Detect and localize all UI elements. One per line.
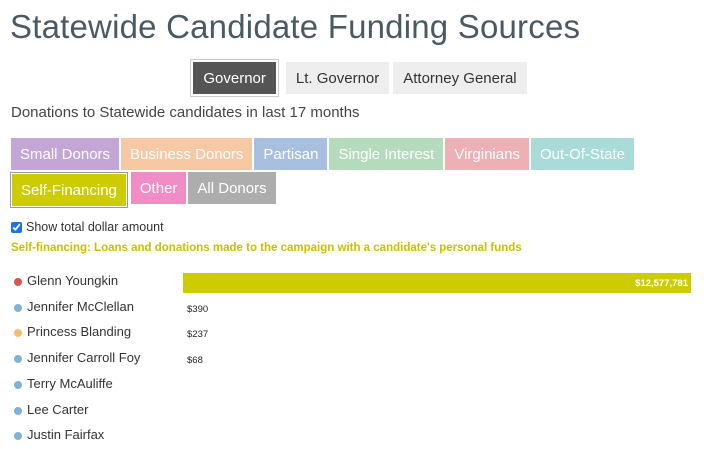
party-dot-icon [14,303,22,312]
value-label: $390 [187,303,209,315]
filter-single-interest[interactable]: Single Interest [329,138,444,170]
party-dot-icon [14,355,22,364]
candidate-name: Glenn Youngkin [27,273,119,288]
filter-out-of-state[interactable]: Out-Of-State [530,138,634,170]
candidate-name: Terry McAuliffe [27,375,113,391]
party-dot-icon [14,406,22,415]
filter-small-donors[interactable]: Small Donors [11,138,120,170]
chart-row: Jennifer McClellan $390 [0,296,720,321]
filter-self-financing[interactable]: Self-Financing [10,172,128,208]
filter-virginians[interactable]: Virginians [445,138,529,170]
party-dot-icon [14,278,22,286]
chart-row: Jennifer Carroll Foy $68 [0,347,720,372]
filter-business-donors[interactable]: Business Donors [121,138,253,170]
chart-row: Terry McAuliffe [0,373,720,398]
party-dot-icon [14,380,22,389]
show-total-checkbox[interactable] [11,221,22,233]
donor-category-filters: Small Donors Business Donors Partisan Si… [10,138,711,208]
candidate-name: Lee Carter [27,401,89,417]
tab-lt-governor[interactable]: Lt. Governor [285,62,390,94]
office-tabs: Governor Lt. Governor Attorney General [0,59,720,97]
chart-row: Lee Carter [0,399,720,424]
filter-partisan[interactable]: Partisan [254,138,328,170]
show-total-toggle[interactable]: Show total dollar amount [11,220,164,234]
chart-row: Princess Blanding $237 [0,321,720,346]
party-dot-icon [14,432,22,441]
tab-governor[interactable]: Governor [190,59,279,97]
filter-all-donors[interactable]: All Donors [188,172,276,204]
chart-row: Justin Fairfax [0,424,720,449]
value-label: $68 [187,355,203,367]
chart-subtitle: Donations to Statewide candidates in las… [11,104,360,121]
value-label: $12,577,781 [635,278,688,289]
filter-other[interactable]: Other [130,172,187,204]
chart-row: Glenn Youngkin $12,577,781 [0,270,720,295]
candidate-name: Jennifer Carroll Foy [27,350,141,366]
party-dot-icon [14,329,22,338]
category-note: Self-financing: Loans and donations made… [11,242,522,254]
tab-attorney-general[interactable]: Attorney General [393,62,527,94]
funding-bar [183,273,691,293]
candidate-name: Jennifer McClellan [27,298,134,314]
funding-bar-chart: Glenn Youngkin $12,577,781 Jennifer McClel… [0,266,720,446]
candidate-name: Princess Blanding [27,324,132,340]
candidate-name: Justin Fairfax [27,427,105,443]
page-title: Statewide Candidate Funding Sources [10,8,581,45]
value-label: $237 [187,329,209,341]
show-total-label: Show total dollar amount [26,220,164,234]
